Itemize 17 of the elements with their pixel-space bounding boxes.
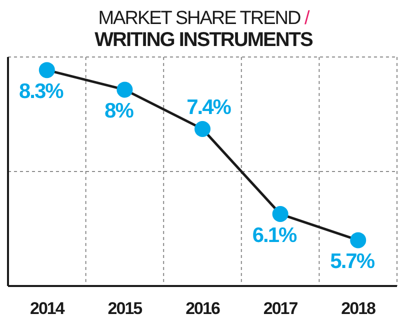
chart-title: MARKET SHARE TREND /: [98, 8, 310, 29]
point: [272, 206, 288, 222]
chart-subtitle: WRITING INSTRUMENTS: [94, 29, 313, 51]
x-tick-label: 2015: [108, 299, 142, 318]
point: [38, 62, 55, 78]
point: [194, 120, 210, 137]
x-tick-label: 2018: [341, 299, 376, 318]
data-label: 6.1%: [252, 224, 298, 248]
data-label: 8.3%: [18, 80, 64, 104]
data-label: 7.4%: [186, 96, 232, 119]
data-label: 5.7%: [330, 250, 376, 274]
point: [350, 232, 366, 248]
x-tick-label: 2017: [263, 299, 298, 318]
x-tick-label: 2016: [186, 299, 220, 318]
point: [116, 82, 133, 98]
x-tick-label: 2014: [30, 299, 66, 318]
data-label: 8%: [104, 100, 134, 123]
